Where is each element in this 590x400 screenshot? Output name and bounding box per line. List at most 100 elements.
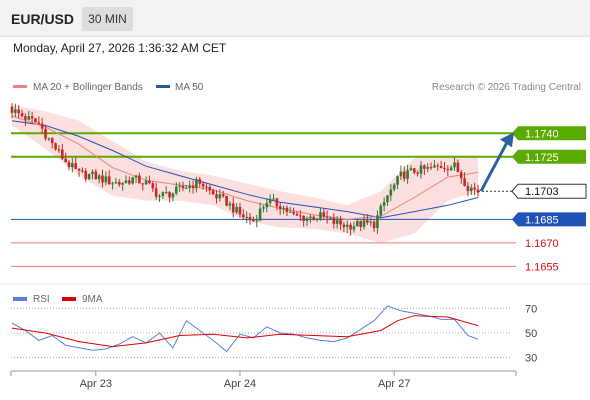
candle-body (342, 224, 346, 228)
candle-body (332, 217, 336, 224)
candle-body (433, 165, 436, 168)
last-price-badge (511, 183, 587, 199)
candle-body (466, 186, 470, 192)
candle-body (449, 167, 453, 171)
level-label-1.1670: 1.1670 (525, 238, 559, 250)
candle-body (171, 193, 175, 198)
ma20-line (11, 115, 479, 220)
candle-body (322, 212, 326, 217)
rsi-plot: 30 50 70 (11, 303, 537, 365)
candle-body (111, 183, 114, 185)
candle-body (158, 195, 161, 197)
forecast-arrow-head (500, 132, 514, 148)
candle-body (252, 219, 255, 222)
legend-ma20-label: MA 20 + Bollinger Bands (33, 82, 143, 93)
candle-body (74, 163, 77, 169)
candle-body (242, 214, 245, 218)
candle-body (299, 215, 302, 217)
x-tick-label: Apr 24 (224, 378, 256, 390)
level-label-1.1725: 1.1725 (525, 152, 559, 164)
candle-body (238, 206, 242, 215)
candle-body (345, 224, 349, 228)
last-price-label: 1.1703 (525, 186, 559, 198)
candle-body (268, 198, 272, 204)
x-axis: Apr 23 Apr 24 Apr 27 (10, 371, 517, 390)
level-label-1.1740: 1.1740 (525, 128, 559, 140)
candle-body (195, 179, 198, 189)
candle-body (413, 168, 416, 173)
candle-body (97, 175, 101, 180)
candle-body (262, 207, 265, 209)
candle-body (141, 183, 145, 185)
candle-body (382, 202, 386, 206)
legend-ma50-swatch (156, 85, 170, 88)
forecast-arrow-shaft (479, 141, 509, 192)
candle-body (231, 203, 235, 213)
candle-body (131, 177, 134, 184)
candle-body (429, 167, 433, 169)
candle-body (154, 188, 158, 197)
candle-body (107, 176, 111, 185)
indicator-legend: RSI 9MA (13, 294, 103, 305)
candle-body (17, 109, 21, 114)
candle-body (60, 149, 64, 159)
legend-9ma-label: 9MA (82, 294, 103, 305)
candle-body (325, 216, 329, 218)
legend-rsi-label: RSI (33, 294, 50, 305)
candle-body (258, 208, 262, 221)
candle-body (402, 171, 406, 179)
candle-body (84, 171, 88, 180)
candle-body (369, 221, 373, 223)
candle-body (198, 179, 202, 184)
candle-body (211, 190, 215, 195)
candle-body (439, 166, 443, 168)
candle-body (436, 165, 440, 167)
candle-body (372, 221, 376, 229)
candle-body (309, 216, 312, 219)
candle-body (392, 184, 396, 190)
candle-body (473, 187, 476, 190)
level-label-1.1655: 1.1655 (525, 261, 559, 273)
candle-body (406, 170, 409, 179)
x-tick-label: Apr 23 (80, 378, 112, 390)
candle-body (20, 113, 24, 117)
candle-body (379, 205, 383, 216)
candle-body (10, 106, 14, 113)
candle-body (174, 186, 178, 194)
main-legend: MA 20 + Bollinger Bands MA 50 (13, 82, 204, 93)
candle-body (366, 220, 369, 223)
candle-body (349, 224, 352, 230)
candle-body (285, 207, 289, 212)
candle-body (151, 183, 155, 189)
copyright-text: Research © 2026 Trading Central (432, 82, 581, 93)
candle-body (114, 182, 118, 184)
candle-body (30, 116, 34, 119)
candle-body (144, 180, 148, 185)
candle-body (329, 217, 332, 219)
candle-body (339, 220, 342, 225)
rsi-9ma-line (11, 315, 479, 348)
candle-body (191, 185, 195, 189)
candle-body (426, 167, 430, 169)
candle-body (275, 198, 279, 207)
candle-body (44, 128, 47, 139)
candle-body (168, 192, 171, 198)
candle-body (278, 206, 282, 210)
candle-body (215, 194, 218, 199)
candle-body (459, 172, 463, 179)
rsi-tick-50: 50 (525, 328, 537, 340)
candle-body (188, 185, 191, 188)
candle-body (117, 182, 121, 185)
candle-body (288, 211, 292, 213)
candle-body (134, 175, 138, 178)
candle-body (335, 220, 339, 224)
candle-body (319, 212, 322, 219)
candle-body (469, 187, 473, 192)
legend-ma50-label: MA 50 (175, 82, 204, 93)
candle-body (138, 175, 141, 184)
candle-body (389, 189, 393, 196)
symbol-title: EUR/USD (11, 11, 75, 27)
timeframe-badge[interactable]: 30 MIN (82, 7, 133, 31)
candle-body (362, 220, 366, 227)
